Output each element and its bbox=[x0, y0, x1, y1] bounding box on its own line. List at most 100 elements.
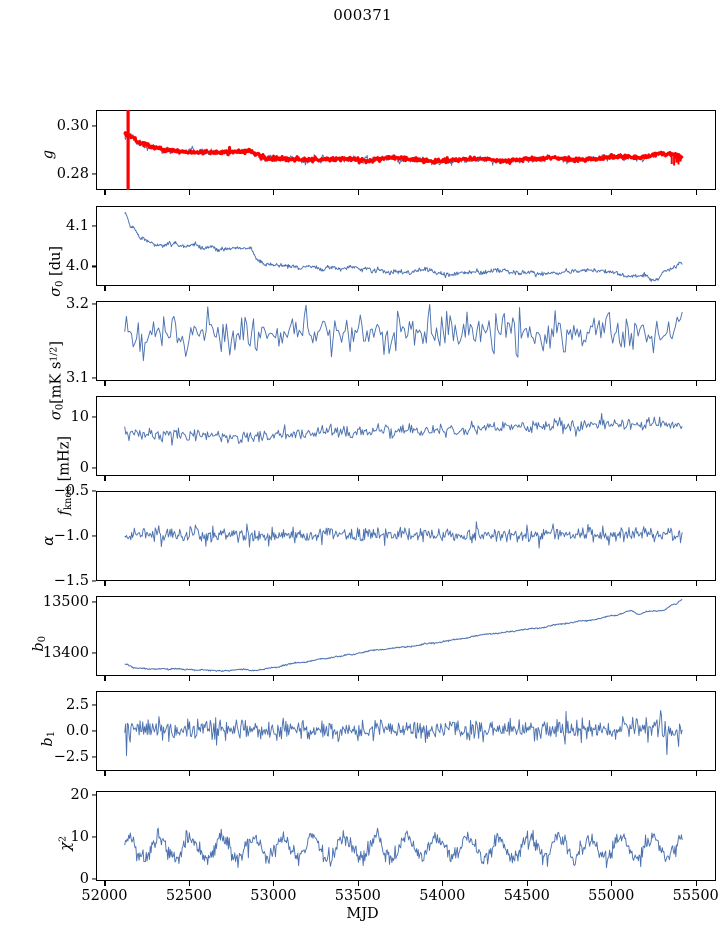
y-tick-mark bbox=[91, 303, 96, 305]
model-line bbox=[123, 131, 684, 165]
figure-title: 000371 bbox=[333, 6, 392, 24]
x-tick-mark bbox=[526, 381, 528, 386]
x-tick-mark bbox=[611, 190, 613, 195]
x-tick-mark bbox=[273, 581, 275, 586]
series-canvas bbox=[123, 110, 684, 190]
model-dropout bbox=[677, 154, 680, 165]
x-tick-mark bbox=[357, 476, 359, 481]
y-tick-mark bbox=[91, 756, 96, 758]
model-dropout bbox=[670, 154, 673, 165]
x-tick-mark bbox=[188, 286, 190, 291]
panel-frame bbox=[96, 301, 716, 381]
x-tick-mark bbox=[611, 286, 613, 291]
y-axis-label: b0 bbox=[31, 636, 49, 652]
x-tick-label: 55500 bbox=[672, 888, 719, 904]
y-tick-mark bbox=[91, 836, 96, 838]
y-tick-mark bbox=[91, 730, 96, 732]
y-axis-label: σ0 [du] bbox=[48, 246, 66, 297]
y-tick-mark bbox=[91, 794, 96, 796]
x-tick-mark bbox=[611, 881, 613, 886]
x-tick-mark bbox=[695, 190, 697, 195]
panel-frame bbox=[96, 691, 716, 771]
y-tick-label: 20 bbox=[70, 787, 89, 804]
x-tick-mark bbox=[104, 190, 106, 195]
x-tick-mark bbox=[357, 676, 359, 681]
x-tick-mark bbox=[104, 286, 106, 291]
x-tick-label: 53000 bbox=[250, 888, 297, 904]
model-dropout bbox=[675, 154, 678, 163]
series-canvas bbox=[124, 599, 683, 673]
series-canvas bbox=[124, 304, 683, 362]
panel-frame bbox=[96, 206, 716, 286]
x-tick-mark bbox=[273, 286, 275, 291]
x-tick-mark bbox=[526, 676, 528, 681]
y-tick-label: 4.0 bbox=[65, 258, 89, 275]
y-axis-label: fknee [mHz] bbox=[56, 436, 74, 516]
x-tick-mark bbox=[273, 190, 275, 195]
x-tick-mark bbox=[611, 771, 613, 776]
panel-chi2: 20 10 0 χ2 52000 52500 53000 53500 54000 54500 550… bbox=[57, 787, 719, 904]
x-tick-mark bbox=[188, 190, 190, 195]
y-tick-label: 0 bbox=[79, 870, 89, 887]
data-line bbox=[124, 521, 683, 549]
y-tick-mark bbox=[91, 601, 96, 603]
x-tick-mark bbox=[188, 581, 190, 586]
y-tick-mark bbox=[91, 877, 96, 880]
panel-b1: 2.5 0.0 −2.5 b1 bbox=[40, 691, 716, 776]
x-tick-mark bbox=[611, 476, 613, 481]
x-tick-mark bbox=[273, 676, 275, 681]
x-tick-mark bbox=[526, 771, 528, 776]
x-tick-mark bbox=[695, 476, 697, 481]
x-tick-mark bbox=[273, 771, 275, 776]
x-tick-label: 52500 bbox=[165, 888, 212, 904]
x-tick-mark bbox=[442, 381, 444, 386]
y-tick-mark bbox=[91, 173, 96, 175]
x-tick-mark bbox=[104, 581, 106, 586]
y-axis-label: σ0[mK s1/2] bbox=[48, 341, 66, 421]
series-canvas bbox=[124, 212, 683, 282]
x-tick-mark bbox=[357, 771, 359, 776]
model-dropout bbox=[679, 154, 682, 162]
y-tick-label: 3.2 bbox=[65, 295, 89, 312]
y-tick-label: 2.5 bbox=[65, 697, 89, 714]
panel-frame bbox=[96, 491, 716, 581]
y-tick-mark bbox=[91, 580, 96, 582]
x-tick-mark bbox=[695, 881, 697, 886]
panel-fknee: 10 0 fknee [mHz] bbox=[57, 396, 716, 515]
x-tick-mark bbox=[104, 476, 106, 481]
y-tick-label: 0.0 bbox=[65, 723, 89, 739]
data-line bbox=[124, 599, 683, 673]
y-tick-mark bbox=[91, 416, 96, 418]
x-tick-mark bbox=[273, 881, 275, 886]
x-tick-mark bbox=[695, 581, 697, 586]
y-tick-label: 3.1 bbox=[65, 370, 89, 387]
x-tick-mark bbox=[611, 676, 613, 681]
x-tick-mark bbox=[104, 676, 106, 681]
x-tick-mark bbox=[188, 771, 190, 776]
x-tick-mark bbox=[526, 881, 528, 886]
y-tick-mark bbox=[91, 652, 96, 654]
x-tick-mark bbox=[188, 676, 190, 681]
y-tick-label: 10 bbox=[70, 828, 89, 845]
x-tick-mark bbox=[695, 381, 697, 386]
data-line bbox=[124, 827, 683, 869]
series-canvas bbox=[124, 827, 683, 869]
x-tick-mark bbox=[442, 476, 444, 481]
panel-frame bbox=[96, 396, 716, 476]
x-axis-label: MJD bbox=[346, 906, 379, 922]
series-canvas bbox=[124, 521, 683, 549]
x-tick-mark bbox=[273, 381, 275, 386]
data-line bbox=[124, 710, 683, 757]
x-tick-mark bbox=[526, 581, 528, 586]
y-tick-label: 4.1 bbox=[65, 217, 89, 234]
x-tick-mark bbox=[695, 771, 697, 776]
x-tick-label: 55000 bbox=[588, 888, 635, 904]
data-line bbox=[124, 412, 683, 446]
y-tick-label: 13400 bbox=[42, 645, 89, 662]
x-tick-mark bbox=[188, 381, 190, 386]
model-dropout bbox=[673, 154, 676, 166]
y-tick-label: 0.28 bbox=[56, 166, 89, 183]
series-canvas bbox=[124, 710, 683, 757]
x-tick-mark bbox=[526, 286, 528, 291]
